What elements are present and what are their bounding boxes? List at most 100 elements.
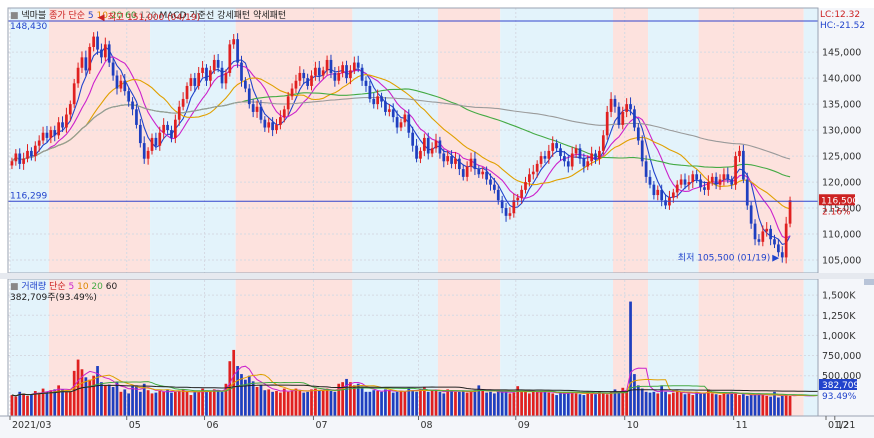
- volume-bar: [72, 370, 76, 416]
- volume-bar: [500, 391, 504, 416]
- candle-body: [376, 96, 380, 105]
- candle-body: [65, 114, 68, 128]
- volume-bar: [57, 385, 60, 416]
- candle-body: [566, 161, 570, 167]
- candle-body: [100, 49, 103, 58]
- candle-body: [45, 132, 49, 138]
- volume-bar: [512, 392, 516, 416]
- volume-bar: [473, 390, 477, 416]
- candle-body: [271, 122, 274, 131]
- candlesticks: [10, 31, 792, 264]
- date-tick-label: 11: [736, 420, 748, 431]
- volume-bar: [726, 394, 730, 416]
- volume-bar: [131, 386, 134, 416]
- volume-bar: [738, 395, 741, 416]
- candle-body: [372, 98, 376, 105]
- volume-bar: [96, 366, 99, 416]
- candle-body: [621, 111, 625, 125]
- date-tick-label: 10: [627, 420, 639, 431]
- candle-body: [777, 244, 780, 253]
- volume-bar: [240, 374, 243, 416]
- volume-bar: [37, 392, 41, 416]
- legend-item[interactable]: 60: [106, 282, 118, 292]
- volume-bar: [730, 391, 734, 416]
- volume-bar: [601, 393, 605, 416]
- legend-item[interactable]: 20: [91, 282, 105, 292]
- candle-body: [411, 132, 415, 146]
- volume-bar: [780, 395, 784, 416]
- price-tick-label: 130,000: [822, 126, 861, 137]
- legend-item[interactable]: 10: [77, 282, 91, 292]
- volume-bar: [636, 385, 640, 416]
- candle-body: [158, 132, 162, 146]
- candle-body: [138, 124, 142, 144]
- volume-bar: [146, 390, 150, 416]
- legend-item[interactable]: 120: [140, 11, 160, 21]
- price-tick-label: 115,000: [822, 204, 861, 215]
- volume-bar: [380, 391, 383, 416]
- candle-body: [49, 130, 53, 138]
- candle-body: [648, 176, 652, 185]
- candle-body: [333, 72, 337, 81]
- volume-bar: [613, 389, 617, 416]
- volume-bar: [391, 392, 395, 416]
- volume-bars: [10, 301, 792, 416]
- legend-item[interactable]: 20: [111, 11, 125, 21]
- legend-item[interactable]: 약세패턴: [253, 9, 286, 21]
- volume-bar: [197, 391, 201, 416]
- candle-body: [251, 104, 255, 112]
- legend-item[interactable]: 종가 단순: [49, 10, 88, 21]
- volume-bar: [648, 392, 652, 416]
- candle-body: [337, 72, 341, 81]
- legend-item[interactable]: 거래량: [21, 280, 49, 292]
- candle-body: [539, 156, 543, 164]
- legend-item[interactable]: 5: [88, 11, 97, 21]
- volume-bar: [457, 391, 461, 416]
- candle-body: [757, 239, 761, 242]
- legend-item[interactable]: 10: [97, 11, 111, 21]
- candle-body: [699, 179, 702, 188]
- volume-bar: [695, 391, 699, 416]
- legend-item[interactable]: MACD 기준선 강세패턴: [160, 10, 254, 21]
- volume-bar: [773, 391, 776, 416]
- candle-body: [173, 119, 177, 138]
- legend-item[interactable]: 넥마블: [21, 10, 49, 21]
- candle-body: [298, 72, 302, 81]
- volume-tick-label: 1,500K: [822, 291, 856, 302]
- volume-bar: [193, 391, 197, 416]
- candle-body: [352, 62, 356, 71]
- volume-bar: [84, 377, 88, 416]
- candle-body: [481, 171, 485, 175]
- volume-bar: [465, 392, 469, 416]
- candle-body: [384, 101, 387, 112]
- volume-bar: [360, 387, 364, 416]
- min-label: 최저 105,500 (01/19): [678, 252, 770, 263]
- pattern-band: [48, 8, 151, 273]
- candle-body: [535, 163, 539, 172]
- volume-bar: [267, 389, 271, 416]
- candle-body: [496, 189, 500, 201]
- candle-body: [415, 145, 418, 159]
- volume-ma-60-line: [11, 384, 868, 397]
- volume-bar: [212, 389, 216, 416]
- volume-bar: [244, 379, 247, 416]
- candle-body: [294, 80, 298, 89]
- candle-body: [422, 137, 426, 151]
- candle-body: [446, 156, 450, 162]
- volume-bar: [757, 393, 761, 416]
- legend-item[interactable]: 단순: [49, 281, 68, 292]
- volume-bar: [376, 391, 380, 416]
- price-tick-label: 135,000: [822, 100, 861, 111]
- volume-bar: [286, 391, 290, 416]
- candle-body: [33, 145, 37, 157]
- candle-body: [679, 179, 683, 185]
- min-annotation: 최저 105,500 (01/19) ▶: [678, 252, 779, 263]
- volume-bar: [454, 391, 457, 416]
- candle-body: [780, 252, 784, 258]
- volume-bar: [742, 394, 745, 416]
- price-change-percent: 2.16%: [822, 207, 851, 217]
- legend-item[interactable]: 60: [125, 11, 139, 21]
- legend-item[interactable]: 5: [69, 282, 78, 292]
- pattern-band: [235, 8, 353, 273]
